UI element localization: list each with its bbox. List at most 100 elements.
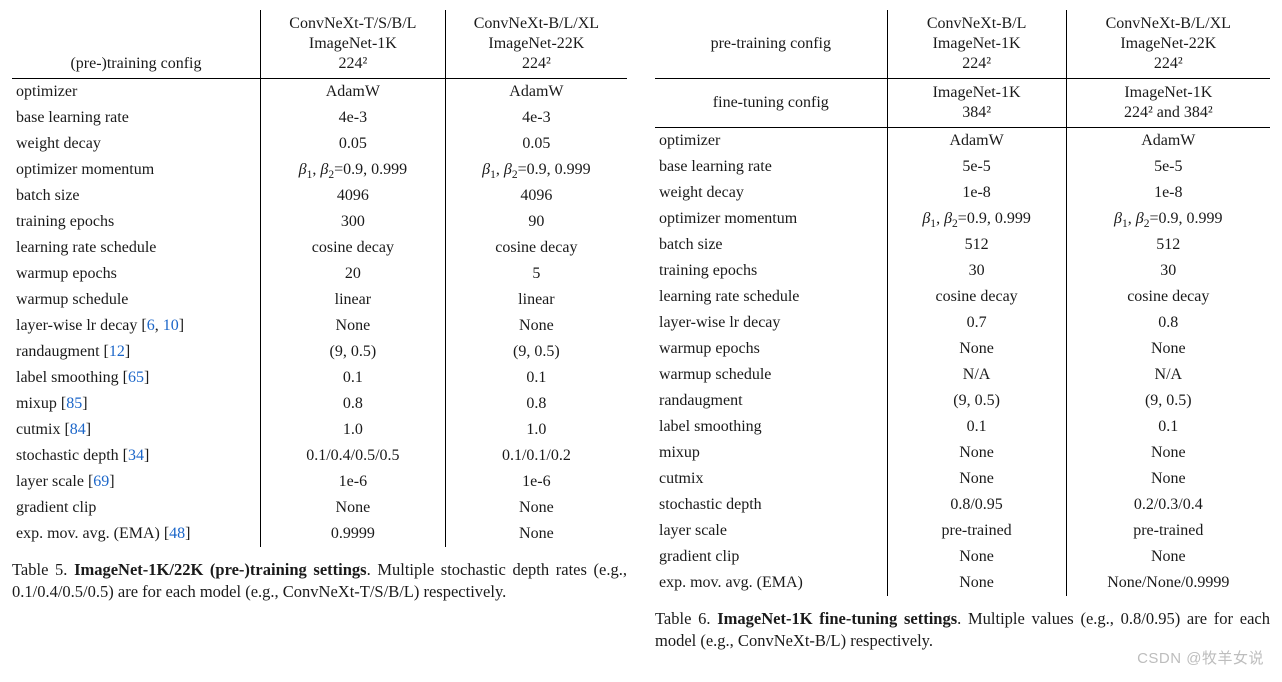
param-value: None <box>887 336 1066 362</box>
citation-link[interactable]: 12 <box>109 343 125 360</box>
finetuning-settings-table: pre-training config ConvNeXt-B/L ImageNe… <box>655 10 1270 596</box>
param-value: AdamW <box>260 79 445 106</box>
table-row: exp. mov. avg. (EMA)NoneNone/None/0.9999 <box>655 570 1270 596</box>
param-value: None <box>445 313 627 339</box>
citation-link[interactable]: 48 <box>169 525 185 542</box>
param-name: batch size <box>655 232 887 258</box>
param-value: AdamW <box>887 128 1066 155</box>
param-value: 5 <box>445 261 627 287</box>
table-row: stochastic depth [34]0.1/0.4/0.5/0.50.1/… <box>12 443 627 469</box>
param-name: mixup <box>655 440 887 466</box>
left-col2-header: ConvNeXt-B/L/XL ImageNet-22K 224² <box>445 10 627 79</box>
table-row: layer scale [69]1e-61e-6 <box>12 469 627 495</box>
table-row: mixup [85]0.80.8 <box>12 391 627 417</box>
table-row: exp. mov. avg. (EMA) [48]0.9999None <box>12 521 627 547</box>
param-value: β1, β2=0.9, 0.999 <box>260 157 445 183</box>
param-value: 5e-5 <box>1066 154 1270 180</box>
param-name: exp. mov. avg. (EMA) <box>655 570 887 596</box>
citation-link[interactable]: 69 <box>93 473 109 490</box>
right-pre-col1: ConvNeXt-B/L ImageNet-1K 224² <box>887 10 1066 79</box>
param-name: stochastic depth [34] <box>12 443 260 469</box>
table-row: label smoothing0.10.1 <box>655 414 1270 440</box>
left-column: (pre-)training config ConvNeXt-T/S/B/L I… <box>12 10 627 604</box>
param-name: layer scale [69] <box>12 469 260 495</box>
param-value: 4096 <box>260 183 445 209</box>
citation-link[interactable]: 65 <box>128 369 144 386</box>
param-name: layer-wise lr decay <box>655 310 887 336</box>
param-value: 0.1 <box>887 414 1066 440</box>
table-row: warmup epochsNoneNone <box>655 336 1270 362</box>
param-name: cutmix <box>655 466 887 492</box>
param-name: gradient clip <box>655 544 887 570</box>
table-row: gradient clipNoneNone <box>12 495 627 521</box>
param-value: 0.1 <box>445 365 627 391</box>
param-name: base learning rate <box>12 105 260 131</box>
table-row: gradient clipNoneNone <box>655 544 1270 570</box>
param-value: None <box>260 313 445 339</box>
table-row: training epochs30090 <box>12 209 627 235</box>
table5-caption: Table 5. ImageNet-1K/22K (pre-)training … <box>12 559 627 604</box>
citation-link[interactable]: 34 <box>128 447 144 464</box>
param-value: 1e-6 <box>260 469 445 495</box>
table-row: warmup schedulelinearlinear <box>12 287 627 313</box>
param-value: None <box>887 570 1066 596</box>
param-value: 512 <box>887 232 1066 258</box>
table-row: optimizer momentumβ1, β2=0.9, 0.999β1, β… <box>655 206 1270 232</box>
table-row: optimizerAdamWAdamW <box>655 128 1270 155</box>
table-row: optimizerAdamWAdamW <box>12 79 627 106</box>
param-name: training epochs <box>12 209 260 235</box>
param-value: 0.7 <box>887 310 1066 336</box>
citation-link[interactable]: 6 <box>147 317 155 334</box>
param-name: training epochs <box>655 258 887 284</box>
param-name: weight decay <box>655 180 887 206</box>
param-value: None <box>1066 440 1270 466</box>
param-value: 1e-8 <box>1066 180 1270 206</box>
table-row: randaugment [12](9, 0.5)(9, 0.5) <box>12 339 627 365</box>
param-value: 0.8 <box>1066 310 1270 336</box>
param-value: AdamW <box>1066 128 1270 155</box>
param-value: 0.8 <box>260 391 445 417</box>
param-name: randaugment [12] <box>12 339 260 365</box>
param-value: (9, 0.5) <box>260 339 445 365</box>
right-pre-col2: ConvNeXt-B/L/XL ImageNet-22K 224² <box>1066 10 1270 79</box>
param-name: weight decay <box>12 131 260 157</box>
table-row: learning rate schedulecosine decaycosine… <box>12 235 627 261</box>
citation-link[interactable]: 84 <box>70 421 86 438</box>
param-value: linear <box>445 287 627 313</box>
param-value: 4096 <box>445 183 627 209</box>
param-value: 30 <box>1066 258 1270 284</box>
param-value: 4e-3 <box>445 105 627 131</box>
param-value: 0.1/0.4/0.5/0.5 <box>260 443 445 469</box>
param-value: β1, β2=0.9, 0.999 <box>445 157 627 183</box>
param-value: linear <box>260 287 445 313</box>
param-value: None <box>260 495 445 521</box>
param-value: pre-trained <box>1066 518 1270 544</box>
param-name: batch size <box>12 183 260 209</box>
right-column: pre-training config ConvNeXt-B/L ImageNe… <box>655 10 1270 653</box>
table-row: layer-wise lr decay [6, 10]NoneNone <box>12 313 627 339</box>
param-value: None <box>445 521 627 547</box>
param-value: cosine decay <box>1066 284 1270 310</box>
param-name: layer scale <box>655 518 887 544</box>
table-row: label smoothing [65]0.10.1 <box>12 365 627 391</box>
param-name: label smoothing <box>655 414 887 440</box>
citation-link[interactable]: 85 <box>66 395 82 412</box>
param-value: 30 <box>887 258 1066 284</box>
param-value: 20 <box>260 261 445 287</box>
param-name: optimizer momentum <box>655 206 887 232</box>
param-name: exp. mov. avg. (EMA) [48] <box>12 521 260 547</box>
param-value: β1, β2=0.9, 0.999 <box>887 206 1066 232</box>
param-value: 300 <box>260 209 445 235</box>
table-row: base learning rate4e-34e-3 <box>12 105 627 131</box>
param-value: AdamW <box>445 79 627 106</box>
param-value: 5e-5 <box>887 154 1066 180</box>
param-value: None <box>887 466 1066 492</box>
pretraining-settings-table: (pre-)training config ConvNeXt-T/S/B/L I… <box>12 10 627 547</box>
param-name: warmup schedule <box>655 362 887 388</box>
table-row: batch size512512 <box>655 232 1270 258</box>
param-value: 0.1 <box>1066 414 1270 440</box>
citation-link[interactable]: 10 <box>163 317 179 334</box>
param-value: None <box>887 544 1066 570</box>
param-name: warmup schedule <box>12 287 260 313</box>
param-value: None/None/0.9999 <box>1066 570 1270 596</box>
